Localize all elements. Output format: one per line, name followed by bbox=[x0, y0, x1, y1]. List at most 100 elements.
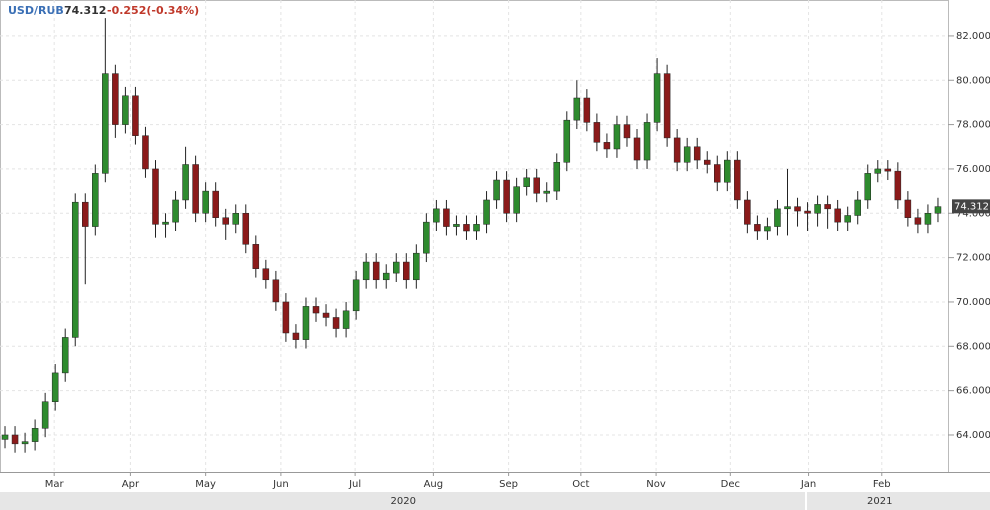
candle-body bbox=[443, 208, 450, 227]
candle-body bbox=[312, 306, 320, 314]
candle-body bbox=[51, 372, 59, 402]
candle-body bbox=[302, 306, 310, 340]
x-tick-label: Dec bbox=[721, 479, 740, 490]
x-tick-label: Jul bbox=[348, 479, 361, 490]
y-tick-label: 72.000 bbox=[956, 253, 990, 264]
candle-body bbox=[192, 164, 199, 214]
candle-body bbox=[523, 177, 530, 187]
symbol: USD/RUB bbox=[8, 4, 64, 17]
x-tick-label: Jan bbox=[800, 479, 816, 490]
candle-body bbox=[613, 124, 621, 150]
candle-body bbox=[82, 201, 89, 227]
x-tick-label: Aug bbox=[424, 479, 444, 490]
candle-body bbox=[864, 173, 872, 201]
candle-body bbox=[102, 73, 109, 174]
candle-body bbox=[473, 224, 480, 232]
y-tick-label: 70.000 bbox=[956, 297, 990, 308]
candle-body bbox=[764, 226, 771, 232]
candle-body bbox=[403, 261, 410, 281]
candle-body bbox=[633, 137, 641, 161]
candle-body bbox=[282, 301, 290, 334]
candle-body bbox=[112, 73, 119, 125]
candle-body bbox=[583, 97, 591, 123]
candle-body bbox=[71, 201, 79, 338]
y-tick-label: 68.000 bbox=[956, 341, 990, 352]
candle-body bbox=[453, 224, 460, 227]
y-tick-label: 82.000 bbox=[956, 31, 990, 42]
candle-body bbox=[774, 208, 781, 227]
candle-body bbox=[463, 224, 470, 232]
candle-body bbox=[342, 310, 350, 329]
y-tick-label: 66.000 bbox=[956, 386, 990, 397]
candle-body bbox=[222, 217, 229, 225]
candle-body bbox=[182, 164, 189, 201]
candle-body bbox=[382, 272, 390, 281]
candle-body bbox=[392, 261, 400, 274]
candle-body bbox=[362, 261, 370, 281]
candle-body bbox=[41, 401, 49, 429]
y-tick-label: 80.000 bbox=[956, 75, 990, 86]
candle-body bbox=[643, 122, 651, 161]
candle-body bbox=[212, 190, 219, 218]
candle-body bbox=[553, 162, 561, 192]
price-change: -0.252(-0.34%) bbox=[107, 4, 199, 17]
candle-body bbox=[372, 261, 380, 281]
x-tick-label: May bbox=[195, 479, 216, 490]
candle-body bbox=[814, 204, 821, 214]
candle-body bbox=[413, 252, 420, 281]
x-tick-label: Jun bbox=[272, 479, 289, 490]
candle-body bbox=[533, 177, 540, 194]
candle-body bbox=[834, 208, 841, 223]
candle-body bbox=[703, 159, 711, 165]
y-tick-label: 78.000 bbox=[956, 120, 990, 131]
candle-body bbox=[152, 168, 159, 225]
candle-body bbox=[804, 210, 811, 214]
candle-body bbox=[162, 221, 169, 225]
candle-body bbox=[92, 173, 99, 227]
x-tick-label: Sep bbox=[499, 479, 518, 490]
candle-body bbox=[543, 190, 550, 194]
candle-body bbox=[262, 268, 270, 281]
candle-body bbox=[433, 208, 440, 223]
candle-body bbox=[673, 137, 681, 163]
year-row bbox=[0, 492, 990, 510]
candle-body bbox=[483, 199, 490, 225]
candle-body bbox=[824, 204, 831, 210]
candle-body bbox=[734, 159, 741, 201]
candle-body bbox=[503, 179, 510, 214]
candle-body bbox=[784, 206, 791, 210]
candle-body bbox=[934, 206, 942, 214]
x-tick-label: Apr bbox=[122, 479, 140, 490]
last-price-tag-label: 74.312 bbox=[954, 201, 989, 212]
candle-body bbox=[683, 146, 691, 163]
candle-body bbox=[563, 119, 571, 163]
candle-body bbox=[894, 170, 902, 201]
candle-body bbox=[11, 434, 19, 445]
y-tick-label: 76.000 bbox=[956, 164, 990, 175]
x-tick-label: Oct bbox=[572, 479, 589, 490]
last-price: 74.312 bbox=[64, 4, 106, 17]
candle-body bbox=[844, 215, 851, 223]
candle-body bbox=[252, 244, 260, 269]
candle-body bbox=[623, 124, 631, 139]
candle-body bbox=[914, 217, 922, 225]
candle-body bbox=[854, 199, 861, 216]
candle-body bbox=[904, 199, 912, 218]
x-tick-label: Nov bbox=[646, 479, 666, 490]
candle-body bbox=[653, 73, 661, 123]
candle-body bbox=[122, 95, 129, 125]
y-tick-label: 74.000 bbox=[956, 208, 990, 219]
candle-body bbox=[724, 159, 731, 183]
candle-body bbox=[21, 441, 29, 445]
last-price-tag bbox=[952, 199, 990, 214]
candle-body bbox=[61, 337, 69, 374]
candle-body bbox=[272, 279, 280, 303]
candle-body bbox=[794, 206, 801, 212]
candle-body bbox=[142, 135, 149, 170]
candle-body bbox=[1, 434, 9, 440]
candle-body bbox=[322, 312, 330, 318]
y-tick-label: 64.000 bbox=[956, 430, 990, 441]
candle-body bbox=[172, 199, 179, 223]
